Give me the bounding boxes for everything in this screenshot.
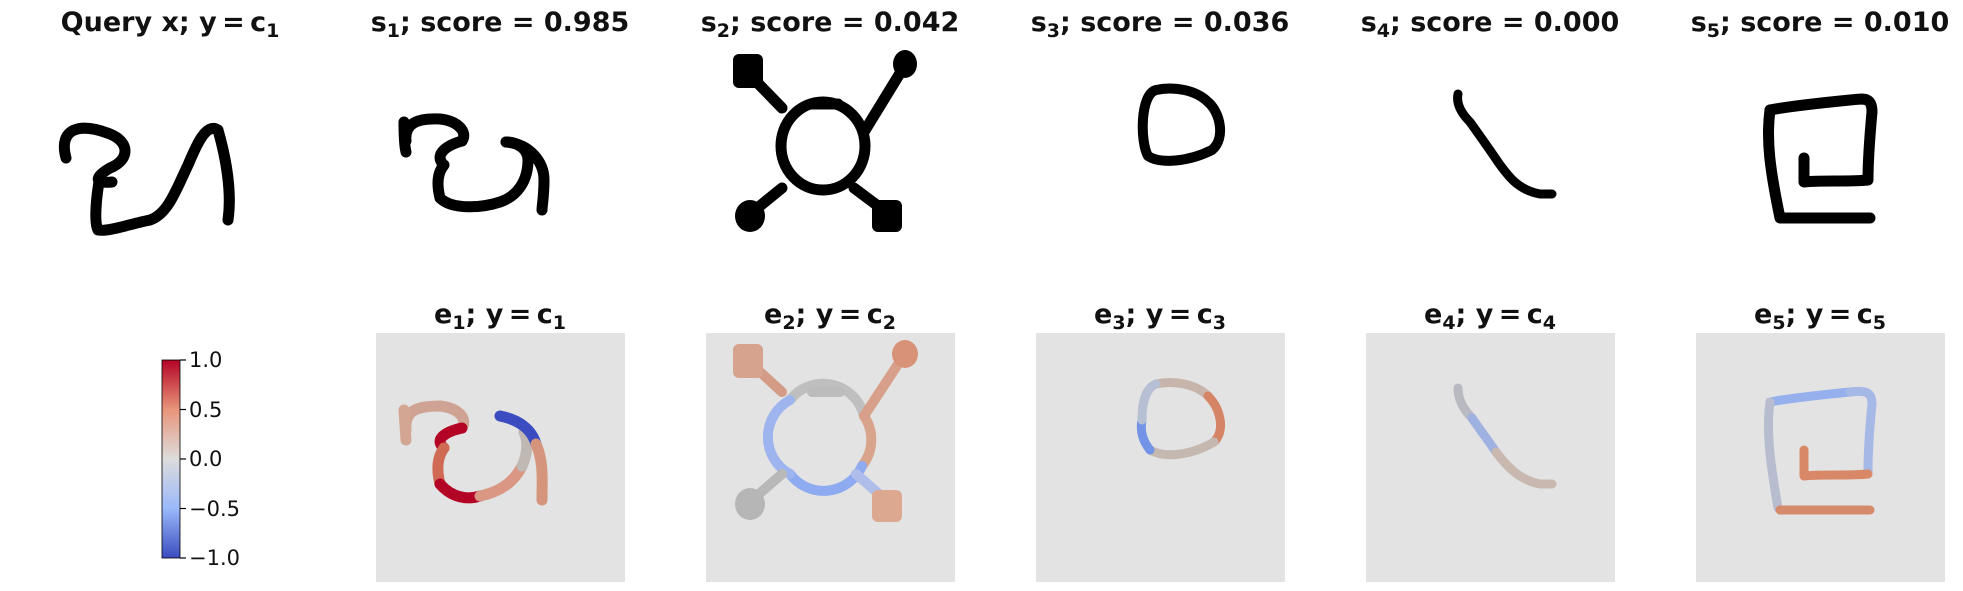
panel-background (1696, 333, 1945, 582)
explanation-panel-3 (1036, 333, 1285, 582)
colorbar-tick-label: 1.0 (189, 348, 222, 372)
explanation-title-4: e4; y = c4 (1424, 299, 1556, 334)
panel-background (376, 333, 625, 582)
query-glyph (58, 122, 235, 236)
support-glyph-1 (398, 113, 550, 216)
colorbar: 1.0 0.5 0.0 −0.5 −1.0 (161, 348, 240, 570)
blob-br (872, 490, 902, 522)
explanation-panel-1 (376, 333, 625, 582)
blob-tl (733, 54, 763, 88)
blob-tr (893, 50, 917, 78)
colorbar-tick-label: 0.0 (189, 447, 222, 471)
explanation-panel-5 (1696, 333, 1945, 582)
support-glyph-4 (1453, 89, 1557, 199)
colorbar-gradient (161, 359, 181, 559)
query-title: Query x; y = c1 (61, 7, 280, 42)
blob-br (872, 200, 902, 232)
blob-bl (735, 488, 765, 520)
blob-bl (735, 200, 765, 232)
explanation-panel-4 (1366, 333, 1615, 582)
explanation-panel-2 (706, 333, 955, 582)
support-title-3: s3; score = 0.036 (1031, 7, 1290, 42)
explanation-title-2: e2; y = c2 (764, 299, 896, 334)
support-title-1: s1; score = 0.985 (371, 7, 630, 42)
blob-tl (733, 344, 763, 378)
colorbar-tick-label: 0.5 (189, 398, 222, 422)
support-glyph-2 (733, 50, 917, 232)
support-title-4: s4; score = 0.000 (1361, 7, 1620, 42)
support-glyph-5 (1762, 93, 1878, 224)
colorbar-tick-label: −1.0 (189, 546, 240, 570)
explanation-title-3: e3; y = c3 (1094, 299, 1226, 334)
blob-tr (892, 340, 918, 368)
support-title-5: s5; score = 0.010 (1691, 7, 1950, 42)
panel-background (1366, 333, 1615, 582)
explanation-title-1: e1; y = c1 (434, 299, 566, 334)
explanation-title-5: e5; y = c5 (1754, 299, 1886, 334)
support-title-2: s2; score = 0.042 (701, 7, 960, 42)
support-glyph-3 (1137, 83, 1226, 166)
colorbar-tick-label: −0.5 (189, 497, 240, 521)
